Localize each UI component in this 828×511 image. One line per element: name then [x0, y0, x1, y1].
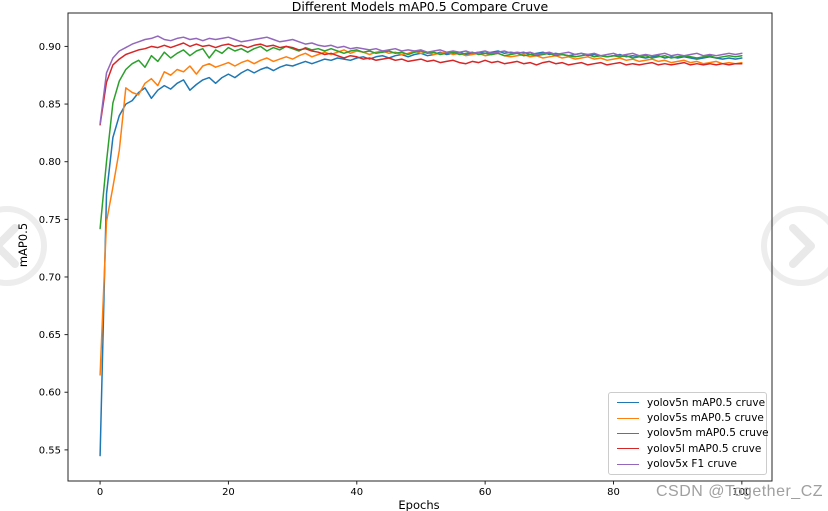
- series-line: [99, 42, 743, 126]
- chart-title: Different Models mAP0.5 Compare Cruve: [291, 0, 549, 14]
- legend-line-sample: [617, 432, 639, 434]
- x-tick-label: 80: [607, 487, 620, 498]
- legend-label: yolov5s mAP0.5 cruve: [647, 411, 764, 424]
- carousel-prev-icon[interactable]: [0, 201, 52, 291]
- x-tick-label: 40: [350, 487, 363, 498]
- legend-line-sample: [617, 417, 639, 419]
- x-tick-label: 60: [479, 487, 492, 498]
- legend-label: yolov5n mAP0.5 cruve: [647, 396, 766, 409]
- legend-line-sample: [617, 448, 639, 450]
- x-tick-label: 100: [732, 487, 751, 498]
- y-tick-label: 0.65: [39, 330, 61, 341]
- legend-item: yolov5x F1 cruve: [617, 457, 758, 472]
- y-tick-label: 0.60: [39, 388, 61, 399]
- legend-line-sample: [617, 402, 639, 404]
- y-tick-label: 0.75: [39, 215, 61, 226]
- series-line: [99, 45, 743, 230]
- legend-line-sample: [617, 463, 639, 465]
- series-line: [99, 35, 743, 125]
- series-line: [99, 49, 743, 376]
- carousel-next-icon[interactable]: [756, 201, 828, 291]
- legend-item: yolov5m mAP0.5 cruve: [617, 426, 769, 441]
- x-tick-label: 20: [222, 487, 235, 498]
- y-tick-label: 0.55: [39, 445, 61, 456]
- legend-label: yolov5m mAP0.5 cruve: [647, 427, 769, 440]
- legend-item: yolov5s mAP0.5 cruve: [617, 411, 764, 426]
- y-tick-label: 0.70: [39, 272, 61, 283]
- y-tick-label: 0.90: [39, 42, 61, 53]
- legend-item: yolov5l mAP0.5 cruve: [617, 441, 762, 456]
- x-tick-label: 0: [97, 487, 103, 498]
- axes-frame: [67, 12, 773, 482]
- x-axis-label: Epochs: [398, 498, 440, 511]
- watermark: CSDN @Together_CZ: [656, 483, 824, 500]
- legend-label: yolov5l mAP0.5 cruve: [647, 442, 762, 455]
- legend: yolov5n mAP0.5 cruve yolov5s mAP0.5 cruve…: [608, 392, 769, 475]
- legend-item: yolov5n mAP0.5 cruve: [617, 395, 765, 410]
- y-tick-label: 0.80: [39, 157, 61, 168]
- legend-label: yolov5x F1 cruve: [647, 457, 737, 470]
- y-tick-label: 0.85: [39, 100, 61, 111]
